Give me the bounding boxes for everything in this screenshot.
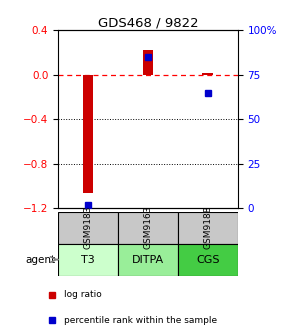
Title: GDS468 / 9822: GDS468 / 9822 (98, 16, 198, 29)
Text: GSM9163: GSM9163 (143, 206, 153, 249)
Bar (202, 73, 213, 75)
Text: T3: T3 (81, 255, 95, 264)
Text: agent: agent (25, 255, 55, 264)
Bar (58, 212, 118, 244)
Bar (142, 50, 153, 75)
Text: GSM9183: GSM9183 (84, 206, 93, 249)
Text: GSM9188: GSM9188 (203, 206, 212, 249)
Bar (178, 212, 238, 244)
Bar (118, 212, 178, 244)
Text: CGS: CGS (196, 255, 220, 264)
Text: DITPA: DITPA (132, 255, 164, 264)
Text: log ratio: log ratio (64, 290, 102, 299)
Bar (83, 75, 93, 193)
Bar (118, 244, 178, 276)
Bar (58, 244, 118, 276)
Bar (178, 244, 238, 276)
Text: percentile rank within the sample: percentile rank within the sample (64, 316, 218, 325)
